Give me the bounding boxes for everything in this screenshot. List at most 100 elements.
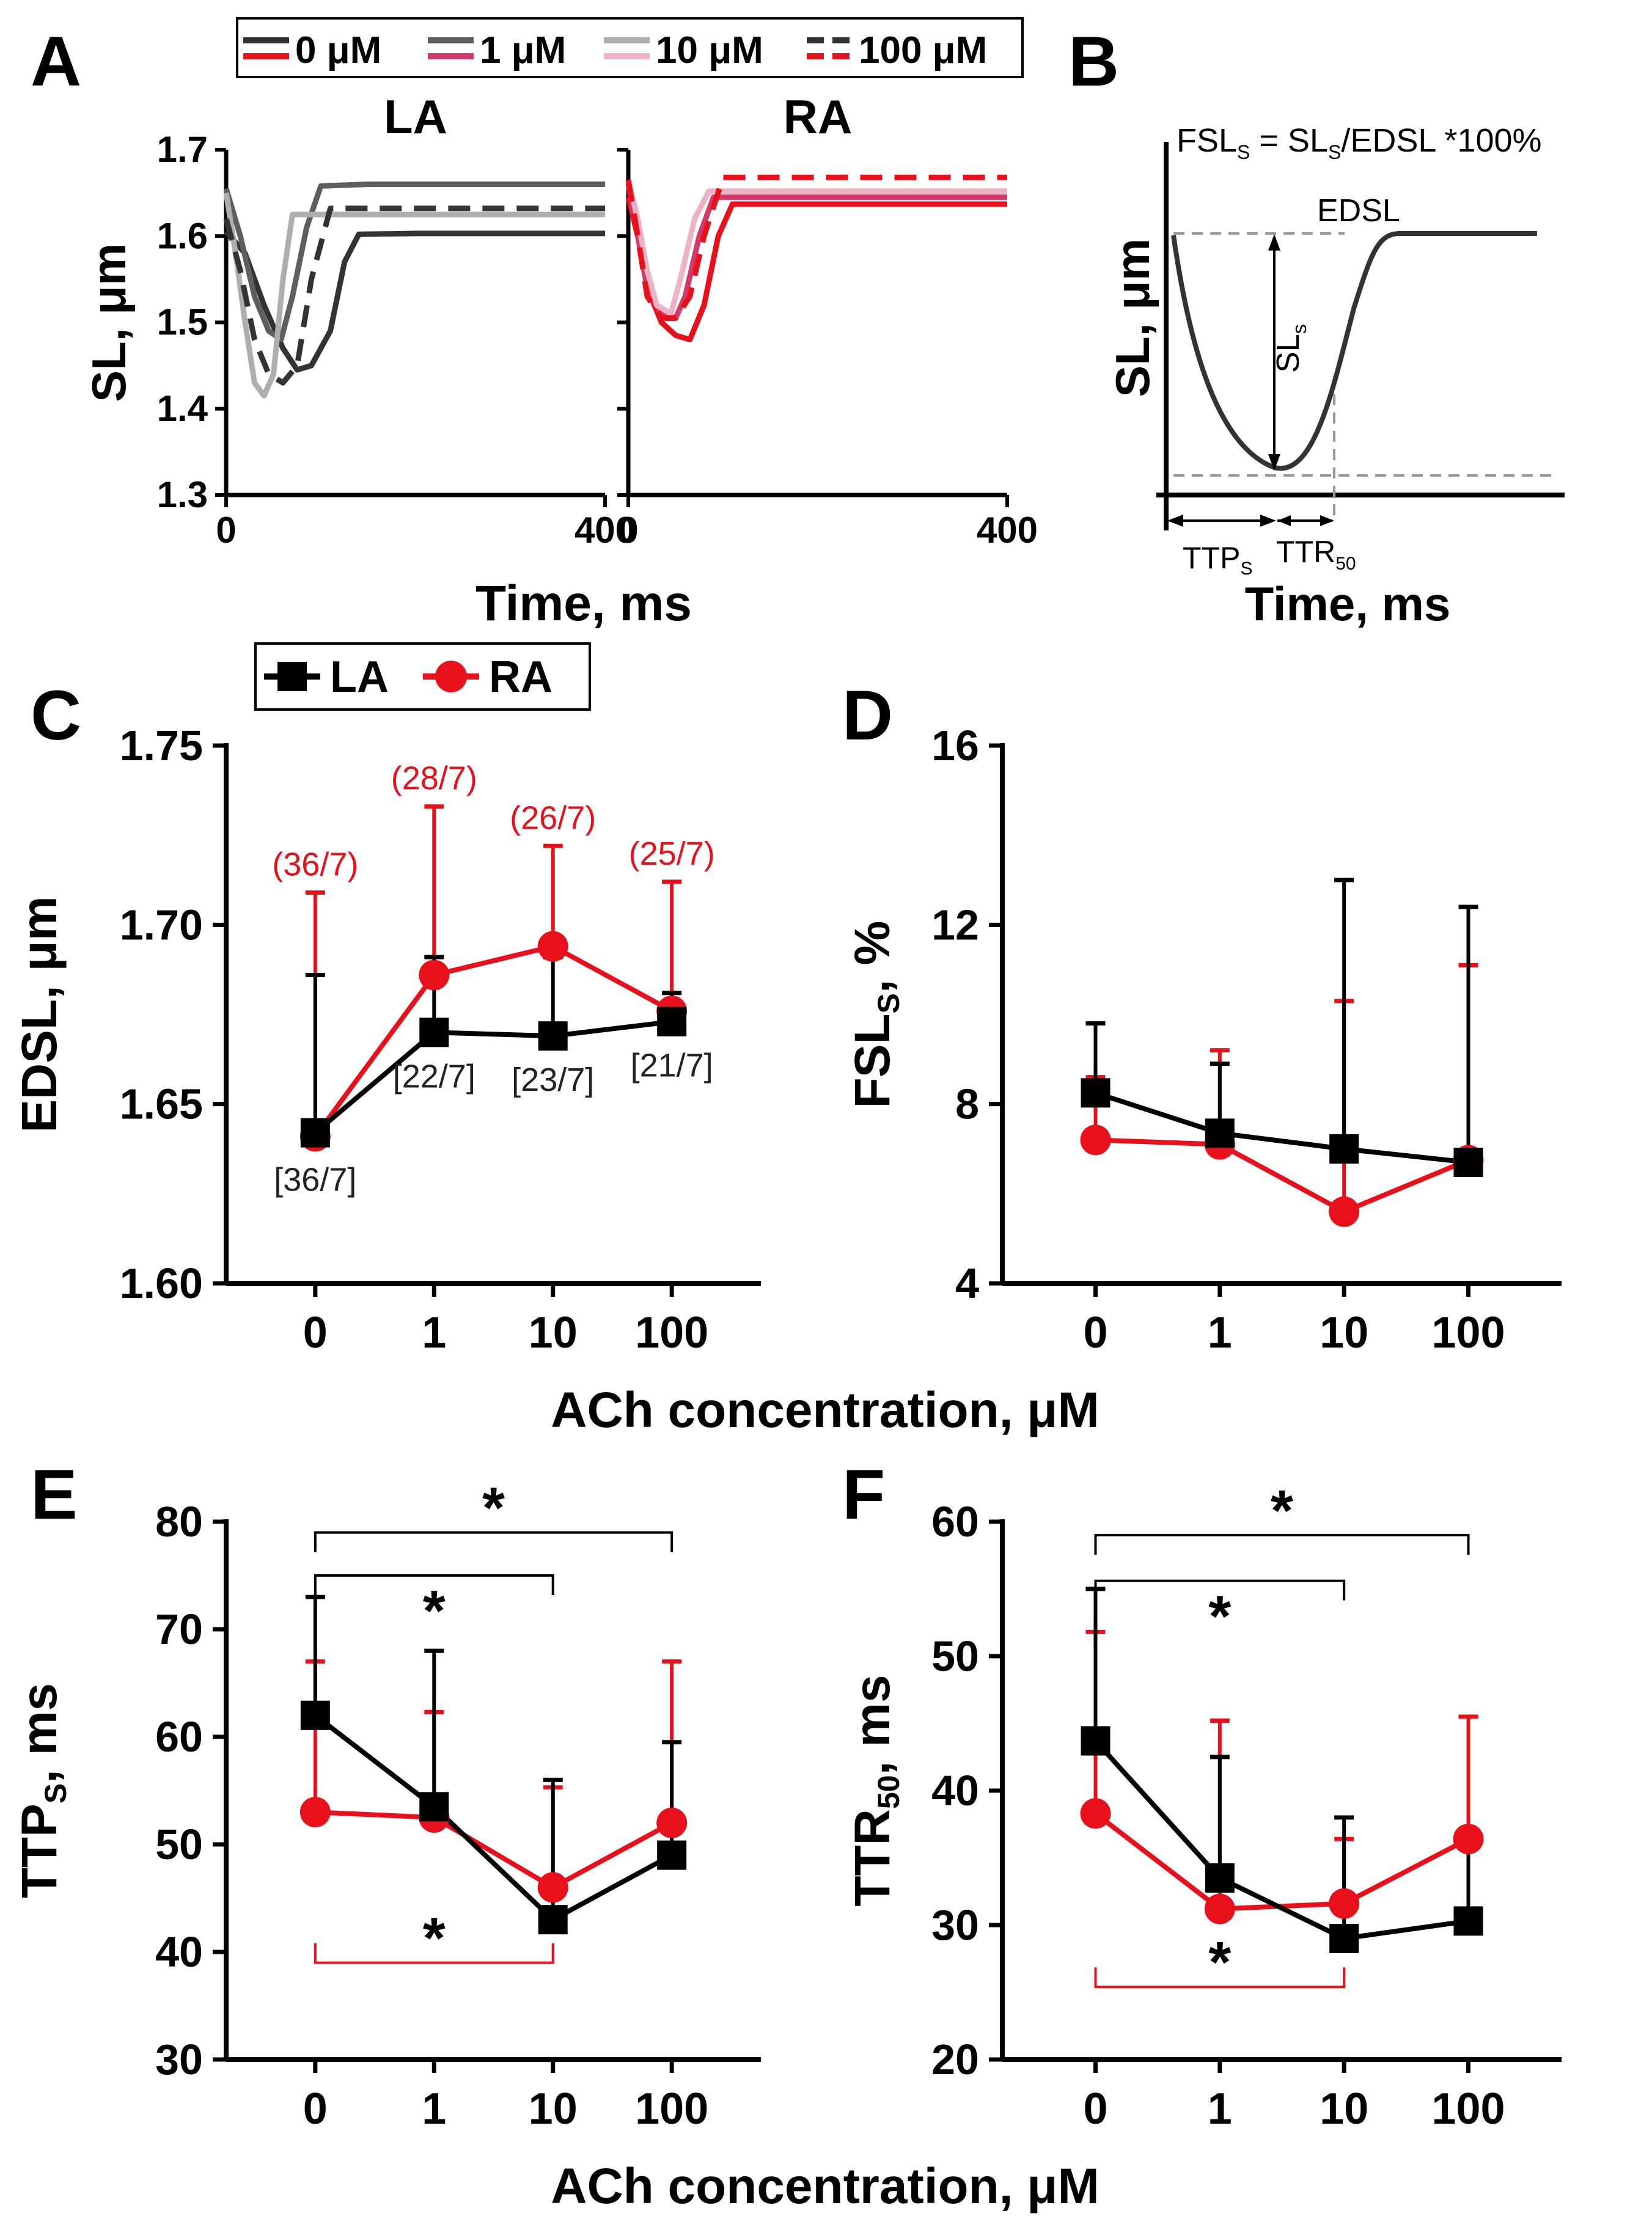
panelC-n-label-LA-3: [21/7] bbox=[631, 1047, 713, 1084]
panelF-series-line-LA bbox=[1093, 1739, 1469, 1941]
formula-main: FSL bbox=[1177, 122, 1237, 159]
b-ttr-sub: 50 bbox=[1335, 554, 1356, 574]
panelD-ylabel-main: FSL bbox=[845, 1013, 900, 1108]
panelE-xtick-label-0: 0 bbox=[303, 2085, 328, 2133]
formula-sub: S bbox=[1237, 141, 1250, 163]
panelD-ytick-label-1: 8 bbox=[955, 1080, 979, 1128]
b-ttr-main: TTR bbox=[1276, 535, 1335, 569]
formula-rest: = SL bbox=[1250, 122, 1328, 159]
panelF-sig-bracket-2 bbox=[1094, 1967, 1346, 1989]
panelF-ytick-label-4: 60 bbox=[931, 1498, 979, 1546]
b-sls-label: SLs bbox=[1271, 324, 1310, 373]
panelF-ytick-label-1: 30 bbox=[931, 1901, 979, 1949]
panelF-sig-bracket-1 bbox=[1094, 1579, 1346, 1601]
panelE-ytick-label-4: 70 bbox=[155, 1605, 203, 1653]
xlabel-ef: ACh concentration, μM bbox=[551, 2158, 1099, 2214]
panelE-sig-star-0: * bbox=[482, 1476, 505, 1541]
b-sls-sub: s bbox=[1288, 324, 1310, 334]
panelD-xtick-label-2: 10 bbox=[1320, 1308, 1368, 1357]
panelE-point-RA-3 bbox=[656, 1807, 688, 1838]
a-ylabel: SL, μm bbox=[82, 243, 136, 402]
panelF-xtick-label-3: 100 bbox=[1431, 2085, 1505, 2133]
panelE-xtick-label-1: 1 bbox=[422, 2085, 446, 2133]
panel-d: 4 8 12 16 0 1 10 100 FSLS, % bbox=[845, 722, 1562, 1357]
panelC-ytick-label-1: 1.65 bbox=[120, 1080, 203, 1128]
panel-label-b: B bbox=[1068, 23, 1119, 101]
legend-a: 0 μM 1 μM 10 μM 100 μM bbox=[236, 17, 1024, 78]
panelE-xtick-label-3: 100 bbox=[635, 2085, 708, 2133]
panelF-sig-star-1: * bbox=[1208, 1584, 1231, 1649]
a-ytick-label-2: 1.5 bbox=[157, 302, 208, 343]
panelF-point-LA-2 bbox=[1329, 1924, 1359, 1953]
panelD-xtick-label-0: 0 bbox=[1083, 1308, 1107, 1357]
panelE-ylabel-main: TTP bbox=[12, 1803, 67, 1898]
panelE-sig-bracket-2 bbox=[314, 1943, 554, 1964]
a-series-line-0-2 bbox=[223, 192, 605, 399]
b-sls-arrowhead-top bbox=[1268, 234, 1280, 251]
panelC-point-LA-1 bbox=[419, 1018, 449, 1047]
panelD-point-LA-2 bbox=[1329, 1134, 1359, 1164]
panelD-ytick-label-2: 12 bbox=[931, 901, 979, 948]
b-sls-arrowhead-bottom bbox=[1268, 454, 1280, 471]
a-xtick-label-400-1: 400 bbox=[977, 510, 1038, 551]
panelF-point-RA-1 bbox=[1204, 1893, 1235, 1924]
panelE-point-LA-0 bbox=[300, 1700, 330, 1730]
panelC-n-label-LA-0: [36/7] bbox=[274, 1162, 356, 1198]
legend-c-square-marker bbox=[277, 662, 307, 691]
panelC-ytick-label-2: 1.70 bbox=[120, 901, 203, 948]
panelC-n-label-RA-1: (28/7) bbox=[391, 760, 477, 797]
panelE-sig-bracket-0 bbox=[314, 1531, 674, 1552]
legend-a-label-3: 100 μM bbox=[859, 29, 987, 72]
b-xlabel: Time, ms bbox=[1245, 577, 1451, 631]
panelC-point-RA-2 bbox=[537, 931, 568, 962]
panelE-ytick-label-2: 50 bbox=[155, 1821, 203, 1868]
a-xtick-label-400-0: 400 bbox=[575, 510, 636, 551]
formula: FSLS = SLS/EDSL *100% bbox=[1177, 122, 1542, 163]
panelF-ylabel: TTR50, ms bbox=[845, 1674, 906, 1906]
panelF-sig-bracket-0 bbox=[1094, 1534, 1470, 1555]
a-ytick-label-3: 1.6 bbox=[157, 215, 208, 256]
panelF-point-LA-3 bbox=[1453, 1906, 1483, 1936]
panelD-point-LA-3 bbox=[1453, 1148, 1483, 1177]
b-curve bbox=[1171, 230, 1537, 471]
panelE-ytick-label-5: 80 bbox=[155, 1498, 203, 1546]
a-ytick-label-0: 1.3 bbox=[157, 474, 208, 515]
panel-e: 30 40 50 60 70 80 0 1 10 100 TTPS, ms * * * bbox=[12, 1476, 761, 2133]
a-subplot-title-0: LA bbox=[384, 90, 447, 144]
panelD-series-line-LA bbox=[1095, 1090, 1469, 1165]
panelE-xtick-label-2: 10 bbox=[529, 2085, 578, 2133]
panelC-xtick-label-0: 0 bbox=[303, 1308, 328, 1357]
panel-label-e: E bbox=[31, 1456, 78, 1534]
panelD-ytick-label-3: 16 bbox=[931, 722, 979, 769]
panelC-point-LA-2 bbox=[538, 1021, 568, 1051]
legend-c-label-1: RA bbox=[489, 653, 553, 702]
panelC-point-LA-0 bbox=[300, 1118, 330, 1148]
panelF-xtick-label-0: 0 bbox=[1083, 2085, 1107, 2133]
a-ytick-label-4: 1.7 bbox=[157, 129, 208, 170]
panel-label-c: C bbox=[31, 677, 81, 755]
b-ttp-sub: S bbox=[1240, 559, 1252, 579]
panelF-sig-star-0: * bbox=[1271, 1478, 1293, 1543]
panelD-xtick-label-1: 1 bbox=[1208, 1308, 1232, 1357]
panelC-ytick-label-0: 1.60 bbox=[120, 1260, 203, 1307]
panelD-point-LA-1 bbox=[1205, 1118, 1235, 1148]
a-ytick-label-1: 1.4 bbox=[157, 388, 208, 429]
panelD-point-RA-0 bbox=[1080, 1124, 1111, 1156]
a-subplot-title-1: RA bbox=[784, 90, 853, 144]
a-xtick-label-0-0: 0 bbox=[216, 510, 236, 551]
a-xtick-label-0-1: 0 bbox=[618, 510, 638, 551]
panelE-sig-bracket-1 bbox=[314, 1574, 554, 1595]
panelC-point-RA-1 bbox=[419, 959, 450, 991]
legend-a-label-1: 1 μM bbox=[480, 29, 566, 72]
panelF-ytick-label-3: 50 bbox=[931, 1632, 979, 1680]
panel-label-d: D bbox=[842, 677, 893, 755]
panelC-xtick-label-1: 1 bbox=[422, 1308, 446, 1357]
panelC-xtick-label-2: 10 bbox=[529, 1308, 578, 1357]
panelF-point-LA-0 bbox=[1081, 1726, 1111, 1756]
panelD-ylabel-sub: S bbox=[872, 993, 906, 1013]
panelE-ylabel: TTPS, ms bbox=[12, 1683, 73, 1898]
panelC-n-label-RA-2: (26/7) bbox=[510, 799, 596, 836]
b-ttp-head-l bbox=[1167, 515, 1183, 527]
panelE-point-RA-0 bbox=[299, 1797, 331, 1828]
